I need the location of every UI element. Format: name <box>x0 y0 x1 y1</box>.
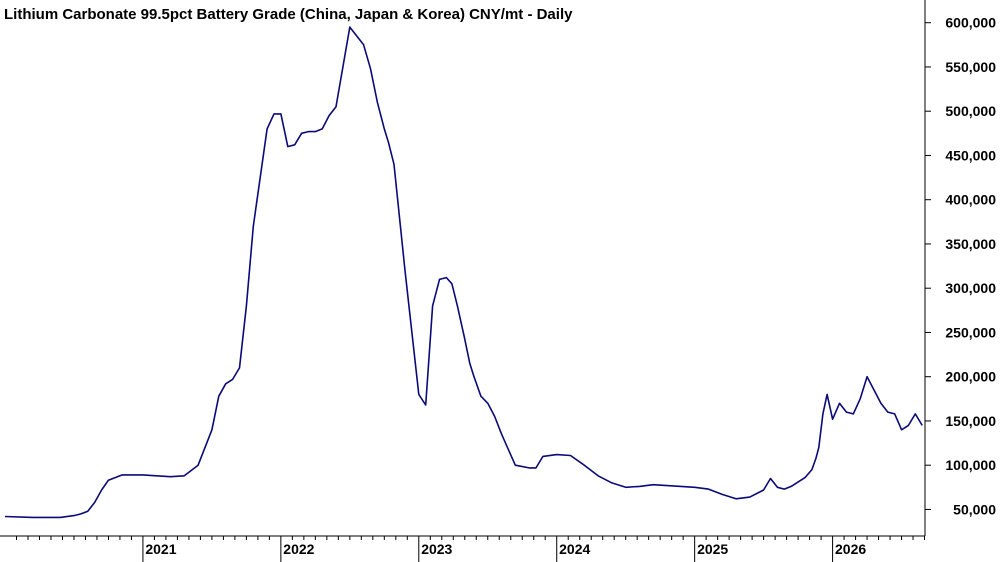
y-tick-label: 450,000 <box>945 147 996 163</box>
y-tick-label: 50,000 <box>953 501 996 517</box>
y-tick-label: 350,000 <box>945 236 996 252</box>
series-line <box>4 26 923 519</box>
y-tick-label: 550,000 <box>945 59 996 75</box>
y-tick-label: 200,000 <box>945 369 996 385</box>
y-tick-label: 400,000 <box>945 192 996 208</box>
x-tick-label: 2026 <box>835 541 866 557</box>
y-tick-label: 100,000 <box>945 457 996 473</box>
x-tick-label: 2021 <box>145 541 176 557</box>
y-tick-label: 500,000 <box>945 103 996 119</box>
x-tick-label: 2024 <box>559 541 590 557</box>
y-tick-label: 250,000 <box>945 324 996 340</box>
x-tick-label: 2023 <box>421 541 452 557</box>
y-tick-label: 150,000 <box>945 413 996 429</box>
x-tick-label: 2025 <box>697 541 728 557</box>
y-tick-label: 300,000 <box>945 280 996 296</box>
series-layer <box>4 26 923 519</box>
chart-title: Lithium Carbonate 99.5pct Battery Grade … <box>4 6 573 23</box>
x-tick-label: 2022 <box>283 541 314 557</box>
y-tick-label: 600,000 <box>945 15 996 31</box>
